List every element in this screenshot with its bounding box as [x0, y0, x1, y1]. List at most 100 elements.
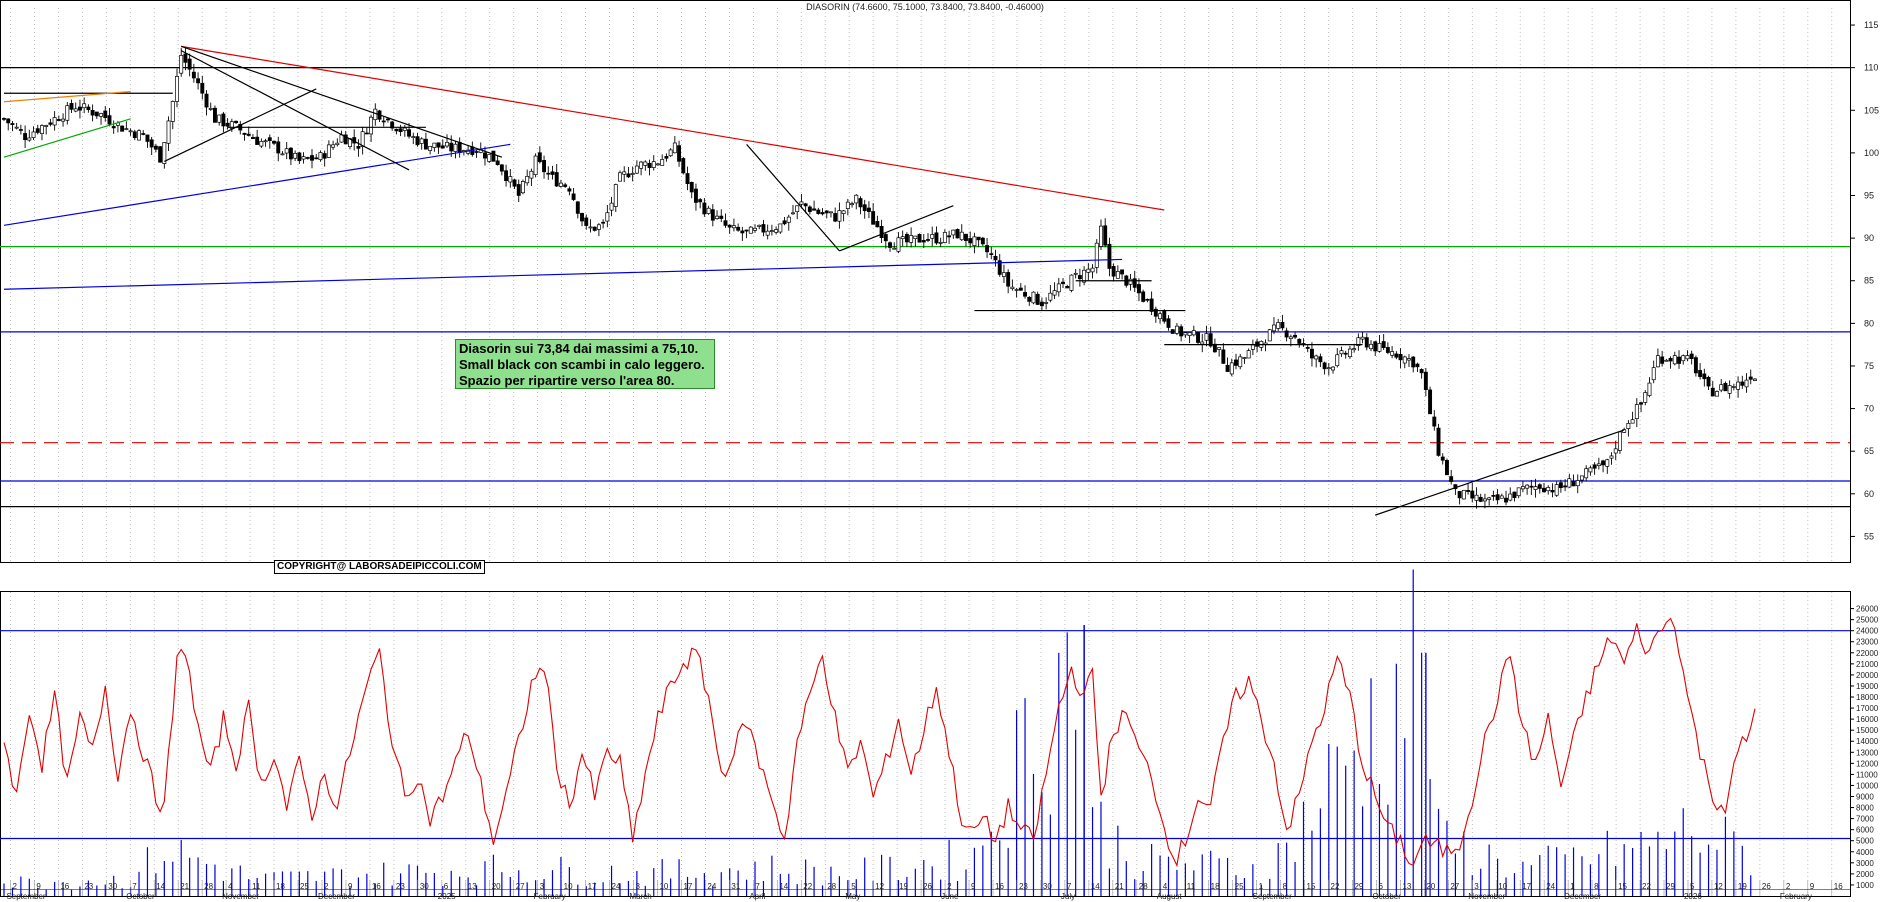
candle-body	[1685, 355, 1690, 360]
osc-y-tick-label: 19000	[1856, 682, 1879, 691]
x-axis-day-label: 7	[132, 882, 137, 891]
candle-body	[786, 216, 791, 223]
x-axis-day-label: 2	[947, 882, 952, 891]
candle-body	[1419, 369, 1424, 374]
candle-body	[272, 140, 276, 144]
x-axis-month-label: July	[1061, 892, 1075, 901]
candle-body	[1094, 242, 1099, 268]
x-axis-month-label: June	[941, 892, 959, 901]
candle-body	[1744, 379, 1749, 388]
candle-body	[1558, 482, 1563, 489]
candle-body	[44, 125, 49, 127]
candle-body	[1525, 484, 1530, 489]
candle-body	[706, 207, 711, 214]
candle-body	[736, 226, 741, 231]
candle-body	[854, 194, 859, 204]
x-axis-day-label: 30	[420, 882, 429, 891]
candle-body	[525, 176, 530, 184]
candle-body	[1044, 302, 1049, 304]
candle-body	[588, 226, 593, 229]
candle-body	[1217, 347, 1222, 350]
x-axis-day-label: 7	[755, 882, 760, 891]
trendline-black	[839, 205, 954, 252]
x-axis-day-label: 22	[1642, 882, 1651, 891]
candle-body	[1681, 355, 1686, 362]
candle-body	[99, 113, 103, 117]
candle-body	[1643, 392, 1648, 403]
x-axis-day-label: 6	[444, 882, 449, 891]
candle-body	[622, 171, 627, 175]
candle-body	[107, 115, 112, 125]
candle-body	[1187, 332, 1192, 336]
x-axis-day-label: 1	[1570, 882, 1575, 891]
x-axis-day-label: 4	[228, 882, 233, 891]
x-axis-month-label: September	[1253, 892, 1292, 901]
osc-y-tick-label: 9000	[1856, 793, 1874, 802]
candle-body	[259, 141, 264, 147]
candle-body	[504, 170, 509, 182]
candle-body	[639, 161, 644, 169]
candle-body	[580, 212, 584, 222]
candle-body	[1411, 356, 1416, 368]
osc-y-tick-label: 24000	[1856, 627, 1879, 636]
candle-body	[1229, 362, 1234, 375]
candle-body	[1639, 402, 1643, 405]
candle-body	[1166, 318, 1171, 328]
candle-body	[1360, 336, 1365, 340]
candle-body	[1061, 281, 1065, 285]
candle-body	[428, 145, 433, 151]
candle-body	[989, 253, 994, 255]
candle-body	[77, 106, 82, 111]
candle-body	[364, 132, 369, 135]
x-axis-month-label: November	[222, 892, 259, 901]
candle-body	[1174, 325, 1179, 334]
price-y-tick-label: 100	[1864, 148, 1879, 158]
x-axis-day-label: 16	[60, 882, 69, 891]
candle-body	[512, 179, 517, 187]
candle-body	[1660, 356, 1665, 364]
osc-y-tick-label: 17000	[1856, 704, 1879, 713]
candle-body	[35, 128, 40, 133]
candle-body	[1580, 475, 1584, 481]
candle-body	[1073, 272, 1078, 275]
candle-body	[685, 173, 690, 185]
candle-body	[1440, 456, 1445, 461]
x-axis-month-label: 2026	[1684, 892, 1702, 901]
osc-y-tick-label: 23000	[1856, 638, 1879, 647]
candle-body	[508, 176, 513, 183]
candle-body	[1432, 416, 1437, 427]
candle-body	[841, 210, 846, 214]
candle-body	[1491, 495, 1496, 497]
price-y-tick-label: 105	[1864, 105, 1879, 115]
candle-body	[56, 119, 61, 121]
candle-body	[917, 233, 922, 243]
candle-body	[457, 141, 462, 153]
osc-y-tick-label: 18000	[1856, 693, 1879, 702]
x-axis-month-label: December	[318, 892, 355, 901]
candle-body	[521, 181, 525, 194]
candle-body	[1592, 464, 1597, 469]
candle-body	[1149, 298, 1154, 312]
x-axis-day-label: 14	[156, 882, 165, 891]
candle-body	[1048, 292, 1053, 301]
x-axis-day-label: 13	[1402, 882, 1411, 891]
candle-body	[1234, 359, 1238, 366]
candle-body	[1039, 301, 1044, 307]
candle-body	[326, 144, 331, 158]
x-axis-day-label: 16	[995, 882, 1004, 891]
candle-body	[208, 108, 213, 110]
candle-body	[1267, 329, 1272, 342]
candle-body	[1035, 293, 1040, 305]
candle-body	[1023, 292, 1027, 297]
x-axis-day-label: 3	[540, 882, 545, 891]
x-axis-day-label: 12	[875, 882, 884, 891]
candle-body	[955, 229, 960, 239]
candle-body	[1470, 490, 1475, 499]
candle-body	[1132, 278, 1137, 288]
x-axis-day-label: 28	[1139, 882, 1148, 891]
candle-body	[1288, 336, 1293, 339]
candle-body	[799, 201, 804, 205]
candle-body	[1710, 387, 1715, 397]
x-axis-month-label: April	[749, 892, 765, 901]
candle-body	[757, 224, 762, 227]
